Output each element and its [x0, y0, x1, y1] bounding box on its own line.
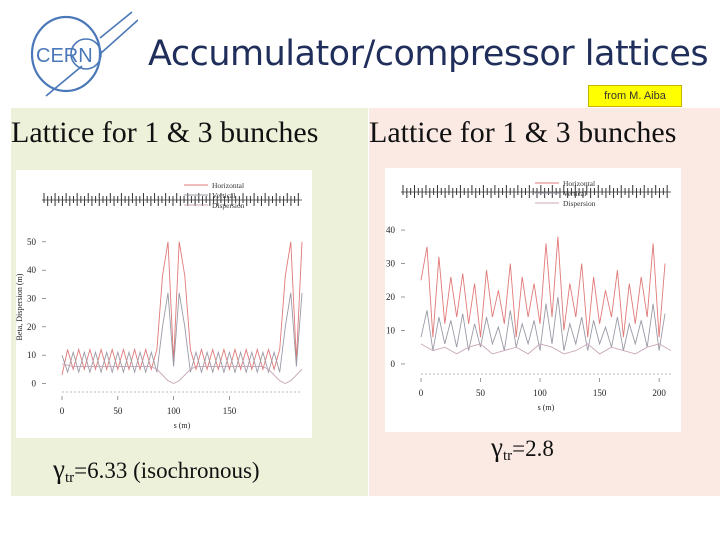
x-tick-label: 100 [167, 406, 181, 416]
y-tick-label: 10 [386, 325, 396, 335]
x-tick-label: 0 [419, 388, 424, 398]
y-tick-label: 0 [391, 359, 396, 369]
panel-title: Lattice for 1 & 3 bunches [369, 116, 677, 149]
x-tick-label: 200 [652, 388, 666, 398]
y-tick-label: 20 [386, 292, 396, 302]
y-tick-label: 10 [27, 350, 37, 360]
cern-logo: CERN [26, 8, 139, 106]
slide-title: Accumulator/compressor lattices [148, 34, 709, 74]
y-tick-label: 40 [386, 225, 396, 235]
x-tick-label: 100 [533, 388, 547, 398]
legend-entry: Vertical [212, 191, 235, 200]
legend-entry: Vertical [563, 189, 586, 198]
y-tick-label: 50 [27, 237, 37, 247]
x-axis-label: s (m) [538, 403, 555, 412]
credit-badge: from M. Aiba [588, 85, 682, 107]
series-line-dispersion [420, 343, 672, 355]
panel-title: Lattice for 1 & 3 bunches [11, 116, 319, 149]
series-line-vertical [61, 292, 303, 374]
series-line-horizontal [420, 236, 666, 338]
gamma-transition-label: γtr=6.33 (isochronous) [53, 454, 260, 487]
series-line-horizontal [61, 241, 303, 376]
y-tick-label: 30 [386, 259, 396, 269]
y-tick-label: 40 [27, 265, 37, 275]
x-tick-label: 50 [113, 406, 123, 416]
series-line-dispersion [61, 363, 303, 385]
y-axis-label: Beta, Dispersion (m) [16, 273, 24, 340]
legend-entry: Dispersion [563, 199, 596, 208]
x-axis-label: s (m) [174, 421, 191, 430]
lattice-panel-right: Lattice for 1 & 3 bunches 0 50 100 150 200 0 1… [369, 108, 720, 496]
y-tick-label: 20 [27, 322, 37, 332]
y-tick-label: 0 [32, 379, 37, 389]
legend-entry: Dispersion [212, 201, 245, 210]
lattice-plot-left: 0 50 100 150 0 10 20 30 40 50 s (m) Beta, Dispersio… [15, 170, 312, 438]
gamma-transition-label: γtr=2.8 [491, 432, 554, 465]
legend-entry: Horizontal [212, 181, 244, 190]
x-tick-label: 150 [223, 406, 237, 416]
lattice-panel-left: Lattice for 1 & 3 bunches 0 50 100 150 0 10 20… [11, 108, 368, 496]
gamma-subscript: tr [64, 470, 75, 486]
series-line-vertical [420, 296, 666, 351]
x-tick-label: 150 [593, 388, 607, 398]
svg-text:CERN: CERN [36, 45, 93, 67]
lattice-element-strip [42, 193, 302, 206]
legend-entry: Horizontal [563, 179, 595, 188]
y-tick-label: 30 [27, 294, 37, 304]
gamma-symbol: γ [53, 454, 65, 484]
x-tick-label: 50 [476, 388, 486, 398]
gamma-subscript: tr [502, 448, 513, 464]
lattice-element-strip [401, 185, 671, 198]
gamma-value: =2.8 [512, 436, 554, 461]
gamma-symbol: γ [491, 432, 503, 462]
gamma-value: =6.33 (isochronous) [74, 458, 260, 483]
x-tick-label: 0 [60, 406, 65, 416]
